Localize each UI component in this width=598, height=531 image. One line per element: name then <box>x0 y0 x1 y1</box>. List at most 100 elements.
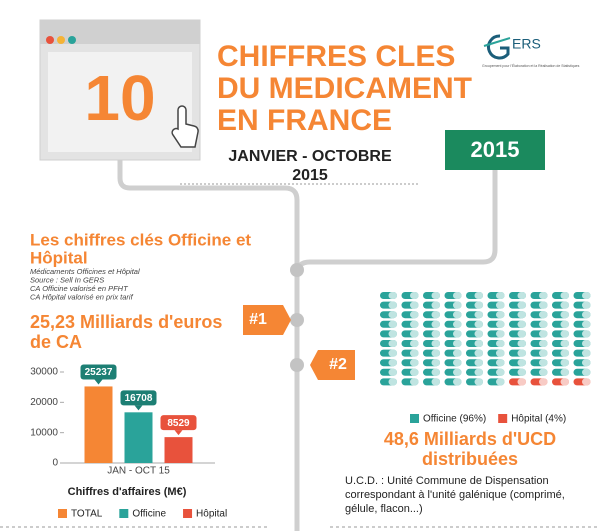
pill-half <box>431 359 440 367</box>
pill-half <box>496 340 505 347</box>
pill-half <box>517 330 526 338</box>
value-bubble-tip <box>134 405 143 411</box>
legend-swatch <box>183 509 193 518</box>
pill-half <box>453 330 462 338</box>
tag-label: #2 <box>329 356 347 373</box>
pill-half <box>582 368 591 376</box>
tag-1 <box>243 305 291 335</box>
pill-half <box>388 349 397 357</box>
pill-half <box>474 292 483 299</box>
pill-half <box>517 301 526 309</box>
timeline-nodes <box>290 263 304 372</box>
pill-half <box>539 340 548 347</box>
logo-spacer <box>470 20 484 30</box>
headline: 48,6 Milliards d'UCD <box>384 429 556 449</box>
pill-half <box>388 368 397 376</box>
pill-half <box>560 292 569 299</box>
pill-half <box>560 349 569 357</box>
value-label: 25237 <box>85 367 113 378</box>
pill-half <box>496 349 505 357</box>
legend-label: Hôpital (4%) <box>511 414 566 425</box>
headline: distribuées <box>422 449 518 469</box>
pill-half <box>517 378 526 386</box>
pill-half <box>582 359 591 367</box>
pill-half <box>431 301 440 309</box>
pill-half <box>410 311 419 319</box>
pill-half <box>539 301 548 309</box>
pill-half <box>517 311 526 319</box>
browser-window <box>39 19 201 161</box>
pill-half <box>388 292 397 299</box>
pill-half <box>539 378 548 386</box>
pill-half <box>560 368 569 376</box>
title: CHIFFRES CLES <box>217 40 455 73</box>
pill-half <box>453 378 462 386</box>
pill-half <box>496 368 505 376</box>
pill-half <box>560 330 569 338</box>
pill-half <box>431 340 440 347</box>
pill-half <box>496 320 505 328</box>
pill-half <box>474 349 483 357</box>
pill-half <box>431 349 440 357</box>
pill-half <box>431 330 440 338</box>
note: CA Officine valorisé en PFHT <box>30 284 129 293</box>
headline: de CA <box>30 332 82 352</box>
bar <box>84 386 113 463</box>
pill-half <box>539 349 548 357</box>
logo-caption: Groupement pour l'Élaboration et la Réal… <box>482 63 580 68</box>
pill-half <box>496 311 505 319</box>
pill-half <box>474 340 483 347</box>
badge: 10 <box>84 62 155 134</box>
pill-half <box>517 340 526 347</box>
legend-swatch <box>58 509 67 518</box>
pill-half <box>582 311 591 319</box>
pill-half <box>517 368 526 376</box>
title: EN FRANCE <box>217 104 392 137</box>
pill-half <box>560 378 569 386</box>
value-bubble <box>80 364 117 380</box>
pill-half <box>496 292 505 299</box>
y-tick-label: 30000 <box>30 367 58 378</box>
year-box <box>445 130 545 170</box>
note: CA Hôpital valorisé en prix tarif <box>30 292 134 301</box>
y-tick-label: 0 <box>52 458 58 469</box>
pill-half <box>517 292 526 299</box>
section-title: Les chiffres clés Officine et <box>30 230 251 249</box>
pill-half <box>474 359 483 367</box>
legend-swatch <box>119 509 129 518</box>
pill-half <box>431 292 440 299</box>
title: DU MEDICAMENT <box>217 72 472 105</box>
pill-half <box>410 378 419 386</box>
pill-half <box>453 311 462 319</box>
legend-label: Hôpital <box>196 509 227 520</box>
pill-half <box>453 301 462 309</box>
definition: U.C.D. : Unité Commune de Dispensation <box>345 475 549 487</box>
pill-half <box>582 340 591 347</box>
pill-half <box>474 320 483 328</box>
pill-half <box>388 378 397 386</box>
pill-half <box>560 340 569 347</box>
pill-half <box>539 320 548 328</box>
pill-half <box>474 330 483 338</box>
pill-half <box>560 311 569 319</box>
pill-half <box>539 292 548 299</box>
pill-half <box>410 292 419 299</box>
pill-half <box>474 311 483 319</box>
headline: 25,23 Milliards d'euros <box>30 312 222 332</box>
pill-half <box>410 368 419 376</box>
bar <box>164 437 193 463</box>
pill-half <box>431 378 440 386</box>
pill-half <box>560 301 569 309</box>
pill-half <box>453 359 462 367</box>
value-bubble-tip <box>94 379 103 385</box>
pill-half <box>388 311 397 319</box>
bar <box>124 412 153 463</box>
pill-half <box>453 340 462 347</box>
value-label: 16708 <box>125 393 153 404</box>
pill-half <box>410 301 419 309</box>
pill-half <box>474 368 483 376</box>
pill-half <box>388 359 397 367</box>
period: JANVIER - OCTOBRE <box>228 148 392 165</box>
pill-half <box>410 320 419 328</box>
